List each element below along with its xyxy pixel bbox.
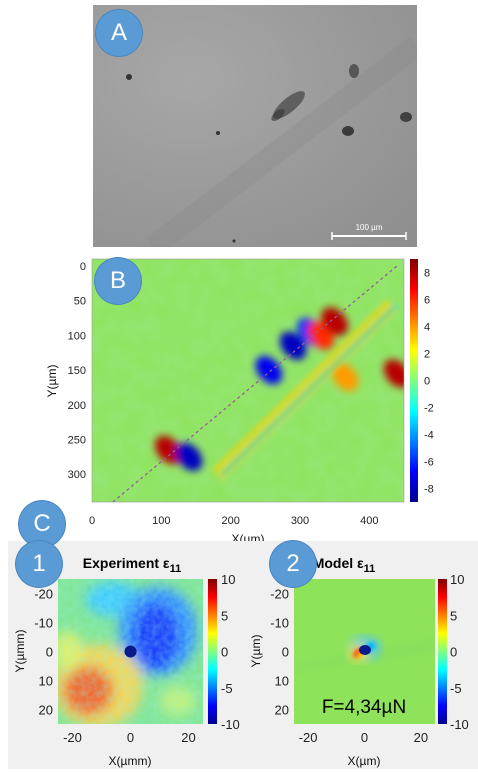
defect-mark: [271, 109, 285, 121]
colorbar: [410, 259, 418, 502]
y-tick-label: 0: [282, 645, 289, 660]
colorbar-tick-label: 0: [424, 376, 430, 388]
colorbar-tick-label: 10: [450, 572, 464, 587]
x-tick-label: 400: [360, 515, 378, 527]
y-tick-label: -10: [34, 616, 53, 631]
x-tick-label: -20: [299, 730, 318, 745]
colorbar-tick-label: 0: [450, 645, 457, 660]
y-tick-label: -20: [270, 587, 289, 602]
defect-mark: [342, 126, 354, 136]
y-tick-label: 20: [275, 703, 289, 718]
x-tick-label: 300: [291, 515, 309, 527]
experiment-strain-chart: -20 0 20 -20 -10 0 10 20 10 5 0 -5 -10 Experiment ε1…: [13, 555, 240, 768]
y-tick-label: 150: [68, 365, 86, 377]
y-tick-label: 0: [46, 645, 53, 660]
colorbar-tick-label: 8: [424, 268, 430, 280]
colorbar-tick-label: -8: [424, 484, 434, 496]
strain-feature: [331, 362, 359, 392]
chart-title: Model ε11: [313, 555, 376, 575]
y-axis-label: Y(µm): [249, 635, 263, 668]
x-tick-label: 200: [221, 515, 239, 527]
x-tick-label: 20: [181, 730, 195, 745]
colorbar-tick-label: 0: [221, 645, 228, 660]
x-tick-label: 0: [127, 730, 134, 745]
colorbar-tick-label: -4: [424, 430, 434, 442]
colorbar-tick-label: -6: [424, 457, 434, 469]
y-tick-label: -10: [270, 616, 289, 631]
y-tick-label: 50: [74, 296, 86, 308]
panel-c1: -20 0 20 -20 -10 0 10 20 10 5 0 -5 -10 Experiment ε1…: [8, 541, 246, 769]
y-tick-label: 300: [68, 469, 86, 481]
x-axis-label: X(µm): [348, 754, 381, 768]
strain-feature: [175, 442, 203, 472]
strain-feature: [154, 435, 182, 465]
strain-feature: [321, 307, 348, 336]
y-tick-label: 0: [80, 261, 86, 273]
scale-bar-label: 100 µm: [356, 223, 383, 232]
colorbar-tick-label: -5: [450, 681, 462, 696]
x-tick-label: 100: [152, 515, 170, 527]
chart-title: Experiment ε11: [83, 555, 181, 575]
colorbar: [438, 579, 447, 724]
colorbar-tick-label: -10: [450, 717, 469, 732]
panel-a: 100 µm: [93, 5, 424, 256]
x-axis-label: X(µmm): [109, 754, 152, 768]
colorbar-tick-label: -5: [221, 681, 233, 696]
colorbar-tick-label: 5: [221, 608, 228, 623]
y-tick-label: -20: [34, 587, 53, 602]
panel-c2-badge: 2: [270, 541, 316, 587]
micrograph-image: 100 µm: [93, 5, 424, 256]
panel-a-badge: A: [96, 10, 142, 56]
colorbar-tick-label: 10: [221, 572, 235, 587]
defect-mark: [400, 112, 412, 122]
panel-c2: F=4,34µN -20 0 20 -20 -10 0 10 20 10 5 0 -5 -10 Mode…: [246, 541, 478, 769]
colorbar-tick-label: 5: [450, 608, 457, 623]
diagonal-line: [112, 265, 398, 503]
center-marker: [124, 645, 137, 658]
y-axis-label: Y(µmm): [13, 630, 27, 673]
defect-mark: [349, 64, 359, 78]
defect-mark: [126, 74, 132, 80]
panel-b-badge: B: [95, 258, 141, 304]
model-core: [359, 645, 371, 655]
y-tick-label: 20: [39, 703, 53, 718]
panel-c-badge: C: [19, 501, 65, 547]
defect-mark: [232, 239, 236, 243]
force-label: F=4,34µN: [322, 697, 406, 718]
y-axis-label: Y(µm): [45, 365, 59, 398]
colorbar-tick-label: 6: [424, 295, 430, 307]
colorbar: [208, 579, 217, 724]
strain-map-chart: 0 100 200 300 400 0 50 100 150 200 250 300 8 6 4 2 0 -2 -4…: [45, 258, 434, 546]
panel-c1-badge: 1: [16, 541, 62, 587]
colorbar-tick-label: -2: [424, 403, 434, 415]
y-tick-label: 100: [68, 330, 86, 342]
x-tick-label: -20: [63, 730, 82, 745]
colorbar-tick-label: -10: [221, 717, 240, 732]
strain-feature: [279, 331, 307, 360]
y-tick-label: 10: [275, 674, 289, 689]
x-tick-label: 0: [89, 515, 95, 527]
x-tick-label: 0: [361, 730, 368, 745]
model-strain-chart: F=4,34µN -20 0 20 -20 -10 0 10 20 10 5 0 -5 -10 Mode…: [249, 555, 469, 768]
x-tick-label: 20: [414, 730, 428, 745]
colorbar-tick-label: 4: [424, 322, 430, 334]
y-tick-label: 10: [39, 674, 53, 689]
defect-mark: [216, 131, 220, 135]
y-tick-label: 250: [68, 435, 86, 447]
y-tick-label: 200: [68, 400, 86, 412]
colorbar-tick-label: 2: [424, 349, 430, 361]
panel-b: 0 100 200 300 400 0 50 100 150 200 250 300 8 6 4 2 0 -2 -4…: [42, 253, 478, 549]
